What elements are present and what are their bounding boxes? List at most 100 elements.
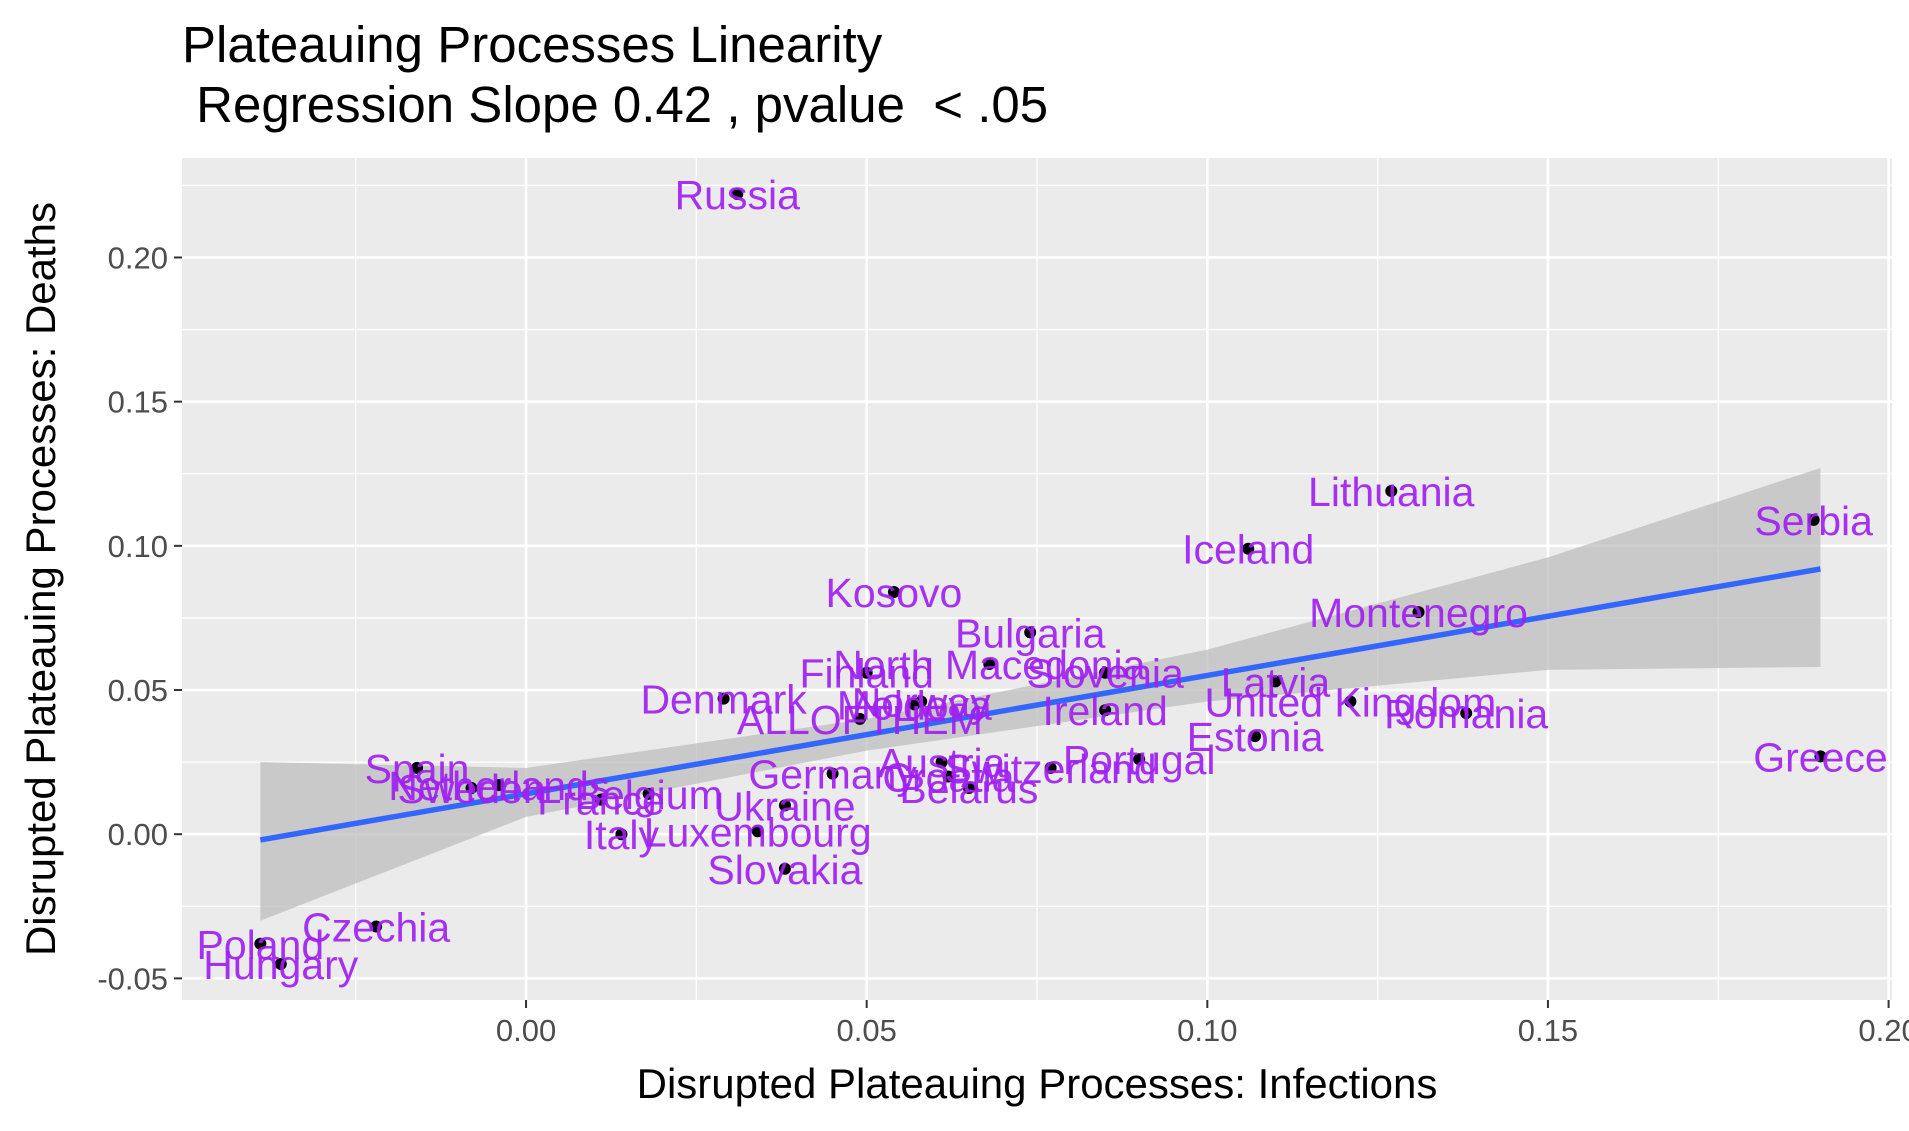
point-label: Netherlands [388, 763, 609, 809]
point-label: Latvia [1221, 659, 1331, 705]
data-point [1242, 542, 1255, 555]
data-point [1385, 485, 1398, 498]
data-point [1024, 626, 1037, 639]
y-axis: -0.05 0.00 0.05 0.10 0.15 0.20 [97, 240, 182, 996]
data-point [908, 698, 921, 711]
point-label: Ukraine [714, 783, 855, 829]
point-label: Italy [584, 812, 660, 858]
point-label: Belgium [575, 772, 723, 818]
point-label: Iceland [1182, 527, 1314, 573]
y-tick-label: -0.05 [97, 961, 168, 996]
data-point [642, 787, 655, 800]
data-point [411, 761, 424, 774]
x-tick-label: 0.05 [837, 1013, 897, 1048]
confidence-band-layer [260, 467, 1821, 921]
data-point [1269, 675, 1282, 688]
data-point [1412, 606, 1425, 619]
title-line-1: Plateauing Processes Linearity [182, 16, 883, 73]
data-point [1807, 513, 1820, 526]
grid-minor [182, 158, 1892, 1000]
point-label: North Macedonia [833, 642, 1145, 688]
data-point [778, 862, 791, 875]
data-point [492, 779, 505, 792]
y-tick-label: 0.00 [108, 817, 168, 852]
y-tick-label: 0.10 [108, 529, 168, 564]
point-label: Austria [878, 740, 1006, 786]
data-point [717, 692, 730, 705]
point-label: Greece [1753, 734, 1887, 780]
point-label: Serbia [1754, 498, 1873, 544]
point-label: Estonia [1187, 714, 1324, 760]
point-label: ALLOFTHEM [737, 697, 983, 743]
x-tick-label: 0.00 [496, 1013, 556, 1048]
y-tick-label: 0.20 [108, 240, 168, 275]
data-point [370, 920, 383, 933]
point-label: France [537, 778, 665, 824]
data-point [594, 793, 607, 806]
data-point [615, 828, 628, 841]
point-label: United Kingdom [1205, 680, 1497, 726]
point-label: Moldova [837, 682, 992, 728]
data-point [751, 825, 764, 838]
data-point [1099, 666, 1112, 679]
x-axis-title: Disrupted Plateauing Processes: Infectio… [637, 1060, 1438, 1107]
x-tick-label: 0.10 [1177, 1013, 1237, 1048]
point-labels-layer: Russia Lithuania Serbia Iceland Kosovo Monten… [197, 172, 1888, 988]
point-label: Switzerland [945, 746, 1157, 792]
data-point [826, 767, 839, 780]
data-point [274, 957, 287, 970]
point-label: Norway [852, 680, 991, 726]
point-label: Ireland [1042, 688, 1167, 734]
data-point [1044, 761, 1057, 774]
data-point [254, 937, 267, 950]
point-label: Kosovo [826, 570, 963, 616]
confidence-band [260, 467, 1821, 921]
point-label: Hungary [203, 942, 358, 988]
point-label: Lithuania [1308, 469, 1475, 515]
chart-title: Plateauing Processes Linearity Regressio… [182, 16, 1048, 133]
data-point [778, 799, 791, 812]
title-line-2: Regression Slope 0.42 , pvalue < .05 [182, 76, 1048, 133]
data-point [962, 782, 975, 795]
regression-line [259, 566, 1821, 843]
data-point [731, 188, 744, 201]
data-point [1099, 704, 1112, 717]
point-label: Portugal [1063, 737, 1216, 783]
point-label: Bulgaria [955, 610, 1106, 656]
point-label: Montenegro [1309, 590, 1528, 636]
points-layer [254, 188, 1827, 970]
data-point [860, 666, 873, 679]
data-point [1814, 750, 1827, 763]
regression-line-layer [259, 566, 1821, 843]
data-point [887, 585, 900, 598]
data-point [853, 712, 866, 725]
point-label: Czechia [302, 904, 450, 950]
y-axis-title: Disrupted Plateauing Processes: Deaths [17, 202, 64, 956]
point-label: Sweden [397, 766, 545, 812]
y-tick-label: 0.05 [108, 673, 168, 708]
data-point [935, 756, 948, 769]
x-axis: 0.00 0.05 0.10 0.15 0.20 [496, 1000, 1909, 1048]
point-label: Germany [748, 752, 917, 798]
x-tick-label: 0.20 [1858, 1013, 1909, 1048]
y-tick-label: 0.15 [108, 385, 168, 420]
data-point [1249, 730, 1262, 743]
point-label: Romania [1384, 691, 1548, 737]
data-point [942, 770, 955, 783]
data-point [1460, 707, 1473, 720]
data-point [1133, 753, 1146, 766]
point-label: Slovenia [1026, 651, 1183, 697]
point-label: Russia [675, 172, 801, 218]
x-tick-label: 0.15 [1518, 1013, 1578, 1048]
point-label: Belarus [899, 766, 1038, 812]
data-point [465, 782, 478, 795]
point-label: Luxembourg [644, 809, 872, 855]
point-label: Slovakia [707, 847, 862, 893]
point-label: Spain [365, 746, 470, 792]
point-label: Finland [799, 651, 933, 697]
data-point [983, 658, 996, 671]
point-label: Denmark [640, 677, 807, 723]
point-label: Croatia [882, 755, 1014, 801]
point-label: Poland [197, 922, 325, 968]
